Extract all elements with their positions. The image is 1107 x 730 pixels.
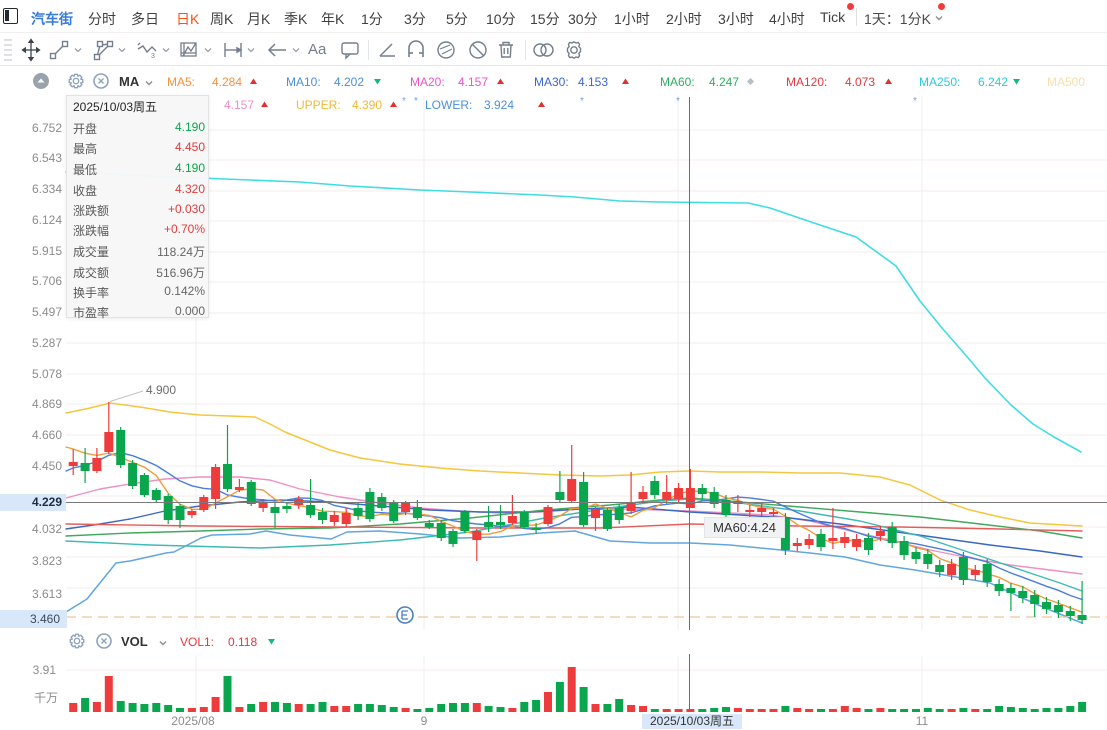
svg-text:*: * [676,96,680,107]
svg-text:*: * [414,96,418,107]
svg-text:*: * [402,96,406,107]
svg-text:3: 3 [151,53,155,60]
svg-text:*: * [913,96,917,107]
svg-text:*: * [580,96,584,107]
